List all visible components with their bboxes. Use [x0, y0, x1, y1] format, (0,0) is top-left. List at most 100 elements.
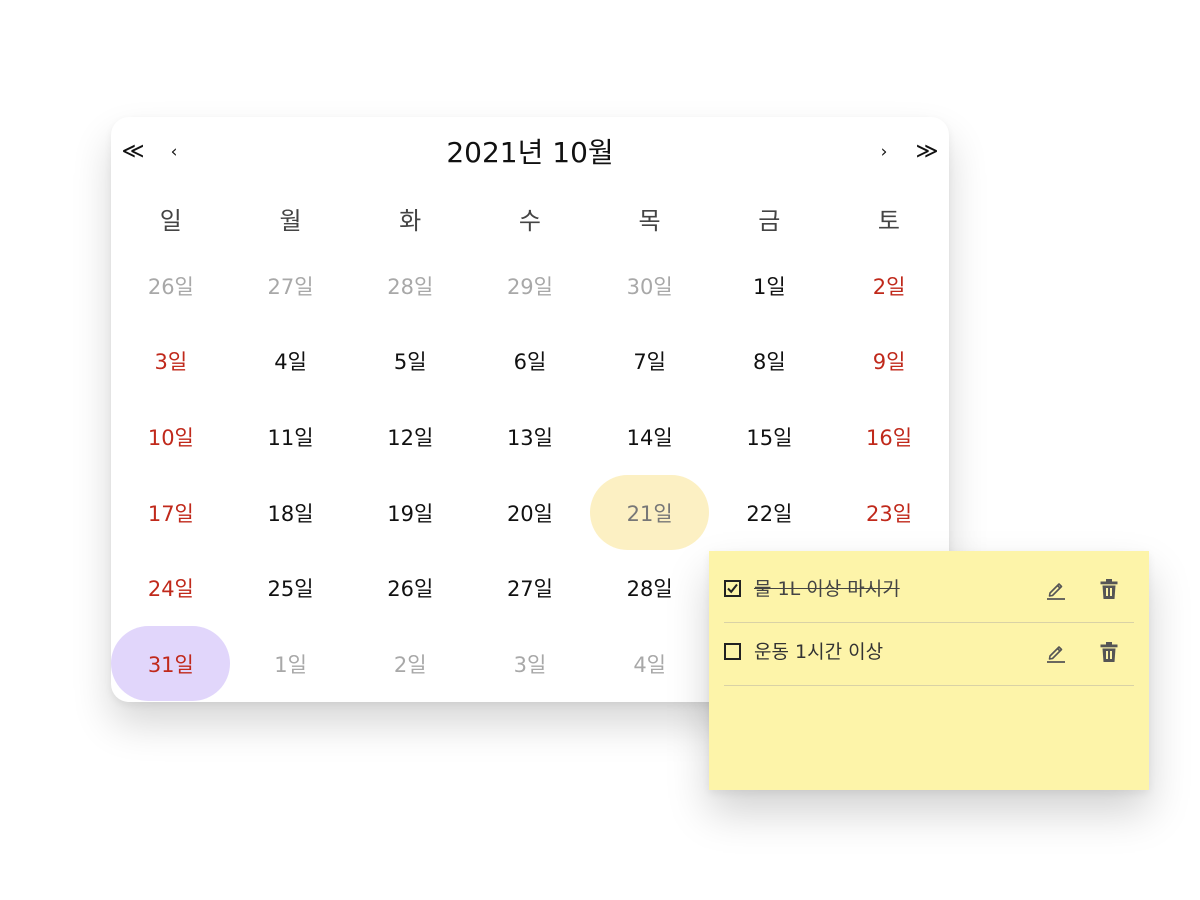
day-cell[interactable]: 3일	[470, 626, 590, 702]
day-label: 13일	[506, 425, 553, 450]
day-label: 27일	[506, 577, 553, 602]
day-cell[interactable]: 15일	[710, 399, 830, 475]
day-cell[interactable]: 28일	[350, 248, 470, 324]
day-label: 1일	[274, 652, 307, 677]
prev-month-button[interactable]: ‹	[170, 142, 178, 162]
day-label: 4일	[633, 652, 666, 677]
day-label: 15일	[746, 425, 793, 450]
weekday-sun: 일	[159, 207, 182, 235]
day-label: 5일	[393, 350, 427, 375]
calendar-title: 2021년 10월	[446, 136, 614, 169]
day-cell[interactable]: 28일	[590, 550, 710, 626]
day-cell[interactable]: 30일	[590, 248, 710, 324]
day-cell[interactable]: 2일	[829, 248, 949, 324]
day-label: 6일	[513, 350, 547, 375]
day-cell[interactable]: 5일	[350, 324, 470, 400]
todo-note: 물 1L 이상 마시기 운동 1시간 이상	[709, 551, 1149, 790]
day-label: 26일	[387, 577, 434, 602]
day-cell[interactable]: 10일	[111, 399, 231, 475]
day-label: 4일	[274, 350, 307, 375]
weekday-header-row: 일 월 화 수 목 금 토	[111, 201, 949, 241]
checkmark-icon	[727, 583, 738, 594]
day-cell[interactable]: 16일	[829, 399, 949, 475]
day-label: 11일	[267, 425, 314, 450]
day-cell[interactable]: 13일	[470, 399, 590, 475]
day-label: 2일	[393, 652, 427, 677]
day-cell[interactable]: 3일	[111, 324, 231, 400]
day-label: 28일	[626, 577, 673, 602]
day-label: 31일	[111, 626, 231, 702]
day-label: 19일	[387, 501, 434, 526]
todo-checkbox[interactable]	[724, 643, 741, 660]
day-cell[interactable]: 23일	[829, 475, 949, 551]
edit-button[interactable]	[1044, 577, 1068, 601]
todo-text: 물 1L 이상 마시기	[754, 578, 900, 600]
day-label: 18일	[267, 501, 314, 526]
day-label: 20일	[506, 501, 553, 526]
day-cell[interactable]: 9일	[829, 324, 949, 400]
todo-text: 운동 1시간 이상	[754, 641, 884, 663]
day-cell[interactable]: 27일	[231, 248, 351, 324]
day-cell[interactable]: 8일	[710, 324, 830, 400]
prev-year-button[interactable]: ≪	[121, 139, 145, 164]
next-month-button[interactable]: ›	[880, 142, 888, 162]
delete-button[interactable]	[1097, 640, 1121, 664]
day-cell[interactable]: 2일	[350, 626, 470, 702]
next-year-button[interactable]: ≫	[915, 139, 939, 164]
day-cell[interactable]: 4일	[231, 324, 351, 400]
day-cell[interactable]: 26일	[111, 248, 231, 324]
day-cell[interactable]: 12일	[350, 399, 470, 475]
day-label: 9일	[872, 350, 906, 375]
day-cell[interactable]: 6일	[470, 324, 590, 400]
day-cell[interactable]: 4일	[590, 626, 710, 702]
day-label: 7일	[633, 350, 666, 375]
day-cell[interactable]: 17일	[111, 475, 231, 551]
calendar-header: ≪ ‹ 2021년 10월 › ≫	[111, 117, 949, 189]
day-cell[interactable]: 1일	[231, 626, 351, 702]
day-cell[interactable]: 1일	[710, 248, 830, 324]
weekday-tue: 화	[399, 207, 422, 235]
day-cell[interactable]: 18일	[231, 475, 351, 551]
day-label: 1일	[753, 274, 786, 299]
weekday-mon: 월	[279, 207, 302, 235]
day-cell[interactable]: 27일	[470, 550, 590, 626]
trash-icon	[1100, 579, 1118, 599]
todo-item: 운동 1시간 이상	[724, 622, 1134, 686]
edit-button[interactable]	[1044, 640, 1068, 664]
day-cell[interactable]: 7일	[590, 324, 710, 400]
day-cell-today[interactable]: 21일	[590, 475, 710, 551]
day-label: 12일	[387, 425, 434, 450]
pencil-icon	[1047, 583, 1065, 600]
todo-item: 물 1L 이상 마시기	[724, 559, 1134, 623]
day-cell[interactable]: 29일	[470, 248, 590, 324]
weekday-fri: 금	[758, 207, 781, 235]
day-cell-selected[interactable]: 31일	[111, 626, 231, 702]
calendar: ≪ ‹ 2021년 10월 › ≫ 일 월 화 수 목 금 토 26일 27일 28…	[111, 117, 949, 702]
weekday-wed: 수	[518, 207, 541, 235]
day-label: 29일	[506, 274, 553, 299]
todo-checkbox-checked[interactable]	[724, 580, 741, 597]
weekday-sat: 토	[877, 207, 901, 235]
day-cell[interactable]: 14일	[590, 399, 710, 475]
weekday-thu: 목	[638, 207, 661, 235]
day-cell[interactable]: 26일	[350, 550, 470, 626]
day-cell[interactable]: 19일	[350, 475, 470, 551]
day-cell[interactable]: 11일	[231, 399, 351, 475]
day-label: 16일	[866, 425, 913, 450]
day-label: 2일	[872, 274, 906, 299]
day-label: 26일	[147, 274, 194, 299]
day-label: 14일	[626, 425, 673, 450]
day-label: 25일	[267, 577, 314, 602]
day-label: 22일	[746, 501, 793, 526]
day-label: 17일	[147, 501, 194, 526]
day-label: 27일	[267, 274, 314, 299]
day-cell[interactable]: 22일	[710, 475, 830, 551]
day-label: 8일	[753, 350, 786, 375]
day-cell[interactable]: 24일	[111, 550, 231, 626]
day-label: 21일	[590, 475, 710, 551]
delete-button[interactable]	[1097, 577, 1121, 601]
day-cell[interactable]: 20일	[470, 475, 590, 551]
day-label: 3일	[154, 350, 188, 375]
day-cell[interactable]: 25일	[231, 550, 351, 626]
day-label: 3일	[513, 652, 547, 677]
